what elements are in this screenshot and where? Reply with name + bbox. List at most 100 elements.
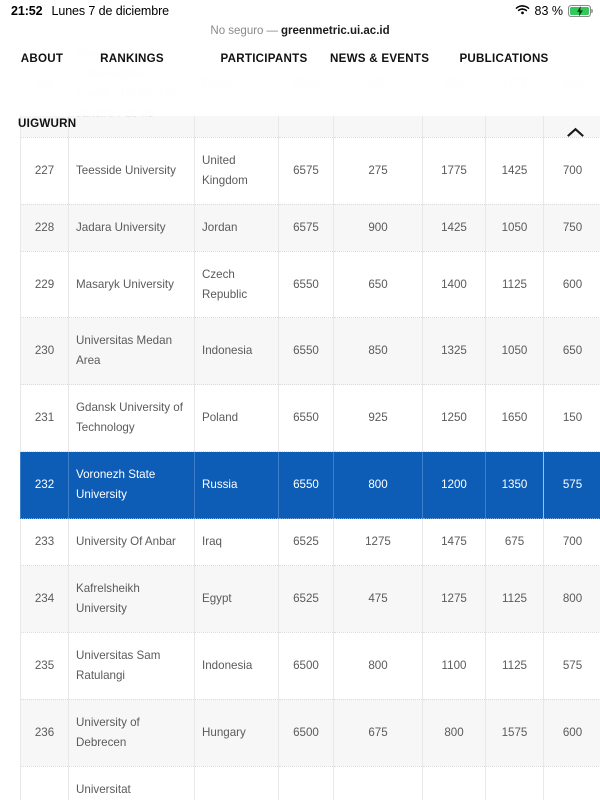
cell-wr: 750	[543, 203, 600, 252]
cell-university: University Of Anbar	[68, 518, 195, 566]
cell-country: Indonesia	[194, 317, 279, 386]
cell-country: Poland	[194, 384, 279, 453]
cell-ec: 1475	[422, 518, 486, 566]
cell-wa: 1125	[485, 631, 544, 700]
cell-country: Iraq	[194, 518, 279, 566]
cell-total-score: 6575	[278, 136, 334, 205]
cell-wa: 1050	[485, 317, 544, 386]
nav-item-uigwurn[interactable]: UIGWURN	[18, 117, 77, 130]
table-row[interactable]: 237Universitat Politècnica de ValènciaSp…	[20, 765, 600, 800]
cell-total-score: 6500	[278, 698, 334, 767]
cell-wa: 1125	[485, 565, 544, 633]
cell-country: Hungary	[194, 698, 279, 767]
cell-rank: 234	[20, 565, 69, 633]
url-host: greenmetric.ui.ac.id	[280, 24, 390, 37]
browser-url-bar[interactable]: No seguro — greenmetric.ui.ac.id	[0, 22, 600, 39]
chevron-up-icon	[566, 125, 584, 143]
cell-total-score: 6550	[278, 451, 334, 520]
cell-wr: 700	[543, 518, 600, 566]
cell-wa: 1575	[485, 698, 544, 767]
ranking-table-scroll-container[interactable]: 226 Pontificia Universidade Catolica Do R…	[0, 39, 600, 800]
cell-ec: 1425	[422, 203, 486, 252]
cell-si: 500	[333, 765, 423, 800]
cell-wr: 575	[543, 451, 600, 520]
url-separator: —	[266, 24, 278, 37]
table-row[interactable]: 234 Kafrelsheikh University Egypt 6525 475 12…	[20, 565, 600, 633]
cell-country: Russia	[194, 451, 279, 520]
cell-wa: 675	[485, 518, 544, 566]
ranking-table: 226 Pontificia Universidade Catolica Do R…	[20, 39, 600, 800]
cell-total-score: 6525	[278, 518, 334, 566]
cell-si: 675	[333, 698, 423, 767]
table-row[interactable]: 232 Voronezh State University Russia 6550 80…	[20, 451, 600, 520]
cell-rank: 236	[20, 698, 69, 767]
status-time: 21:52	[11, 4, 43, 18]
table-row[interactable]: 228 Jadara University Jordan 6575 900 1425 105…	[20, 203, 600, 252]
cell-si: 800	[333, 631, 423, 700]
cell-si: 475	[333, 565, 423, 633]
cell-country: Czech Republic	[194, 250, 279, 319]
cell-ec: 1400	[422, 250, 486, 319]
cell-university: Kafrelsheikh University	[68, 565, 195, 633]
cell-rank: 233	[20, 518, 69, 566]
cell-si: 275	[333, 136, 423, 205]
cell-wr: 700	[543, 136, 600, 205]
nav-item-publications[interactable]: PUBLICATIONS	[459, 51, 549, 65]
insecure-label: No seguro	[210, 24, 264, 37]
cell-wr: 575	[543, 765, 600, 800]
status-date: Lunes 7 de diciembre	[51, 4, 170, 18]
cell-total-score: 6550	[278, 250, 334, 319]
cell-ec: 1325	[422, 317, 486, 386]
cell-si: 650	[333, 250, 423, 319]
cell-ec: 800	[422, 698, 486, 767]
cell-si: 925	[333, 384, 423, 453]
cell-rank: 228	[20, 203, 69, 252]
cell-si: 900	[333, 203, 423, 252]
cell-total-score: 6475	[278, 765, 334, 800]
cell-rank: 231	[20, 384, 69, 453]
battery-percent-label: 83 %	[534, 4, 564, 18]
table-row[interactable]: 229 Masaryk University Czech Republic 6550 6…	[20, 250, 600, 319]
cell-wr: 600	[543, 250, 600, 319]
cell-country: Spain	[194, 765, 279, 800]
cell-ec: 1250	[422, 384, 486, 453]
table-row[interactable]: 231 Gdansk University of Technology Poland…	[20, 384, 600, 453]
cell-university: University of Debrecen	[68, 698, 195, 767]
cell-university: Voronezh State University	[68, 451, 195, 520]
cell-total-score: 6500	[278, 631, 334, 700]
scroll-to-top-button[interactable]	[558, 121, 592, 147]
cell-country: Egypt	[194, 565, 279, 633]
cell-wr: 150	[543, 384, 600, 453]
table-row[interactable]: 227 Teesside University United Kingdom 6575…	[20, 136, 600, 205]
nav-item-participants[interactable]: PARTICIPANTS	[220, 51, 308, 65]
cell-ec: 1100	[422, 631, 486, 700]
nav-item-about[interactable]: ABOUT	[20, 51, 64, 65]
cell-university: Universitas Sam Ratulangi	[68, 631, 195, 700]
cell-country: Indonesia	[194, 631, 279, 700]
nav-item-rankings[interactable]: RANKINGS	[100, 51, 164, 65]
cell-si: 1275	[333, 518, 423, 566]
ios-status-bar: 21:52 Lunes 7 de diciembre 83 %	[0, 0, 600, 22]
cell-ec: 1275	[422, 565, 486, 633]
cell-si: 800	[333, 451, 423, 520]
cell-total-score: 6550	[278, 317, 334, 386]
cell-rank: 229	[20, 250, 69, 319]
cell-wa: 1050	[485, 203, 544, 252]
cell-wr: 800	[543, 565, 600, 633]
status-bar-right: 83 %	[515, 2, 600, 20]
cell-rank: 230	[20, 317, 69, 386]
table-row[interactable]: 230 Universitas Medan Area Indonesia 6550 85…	[20, 317, 600, 386]
cell-university: Universitat Politècnica de València	[68, 765, 195, 800]
nav-item-news-events[interactable]: NEWS & EVENTS	[330, 51, 430, 65]
cell-country: United Kingdom	[194, 136, 279, 205]
table-row[interactable]: 235 Universitas Sam Ratulangi Indonesia 650…	[20, 631, 600, 700]
table-row[interactable]: 236 University of Debrecen Hungary 6500 675 8…	[20, 698, 600, 767]
cell-university: Masaryk University	[68, 250, 195, 319]
web-page-viewport[interactable]: 226 Pontificia Universidade Catolica Do R…	[0, 39, 600, 800]
cell-university: Universitas Medan Area	[68, 317, 195, 386]
table-row[interactable]: 233 University Of Anbar Iraq 6525 1275 1475 67…	[20, 518, 600, 566]
cell-wa: 1125	[485, 250, 544, 319]
cell-wr: 575	[543, 631, 600, 700]
cell-wr: 600	[543, 698, 600, 767]
